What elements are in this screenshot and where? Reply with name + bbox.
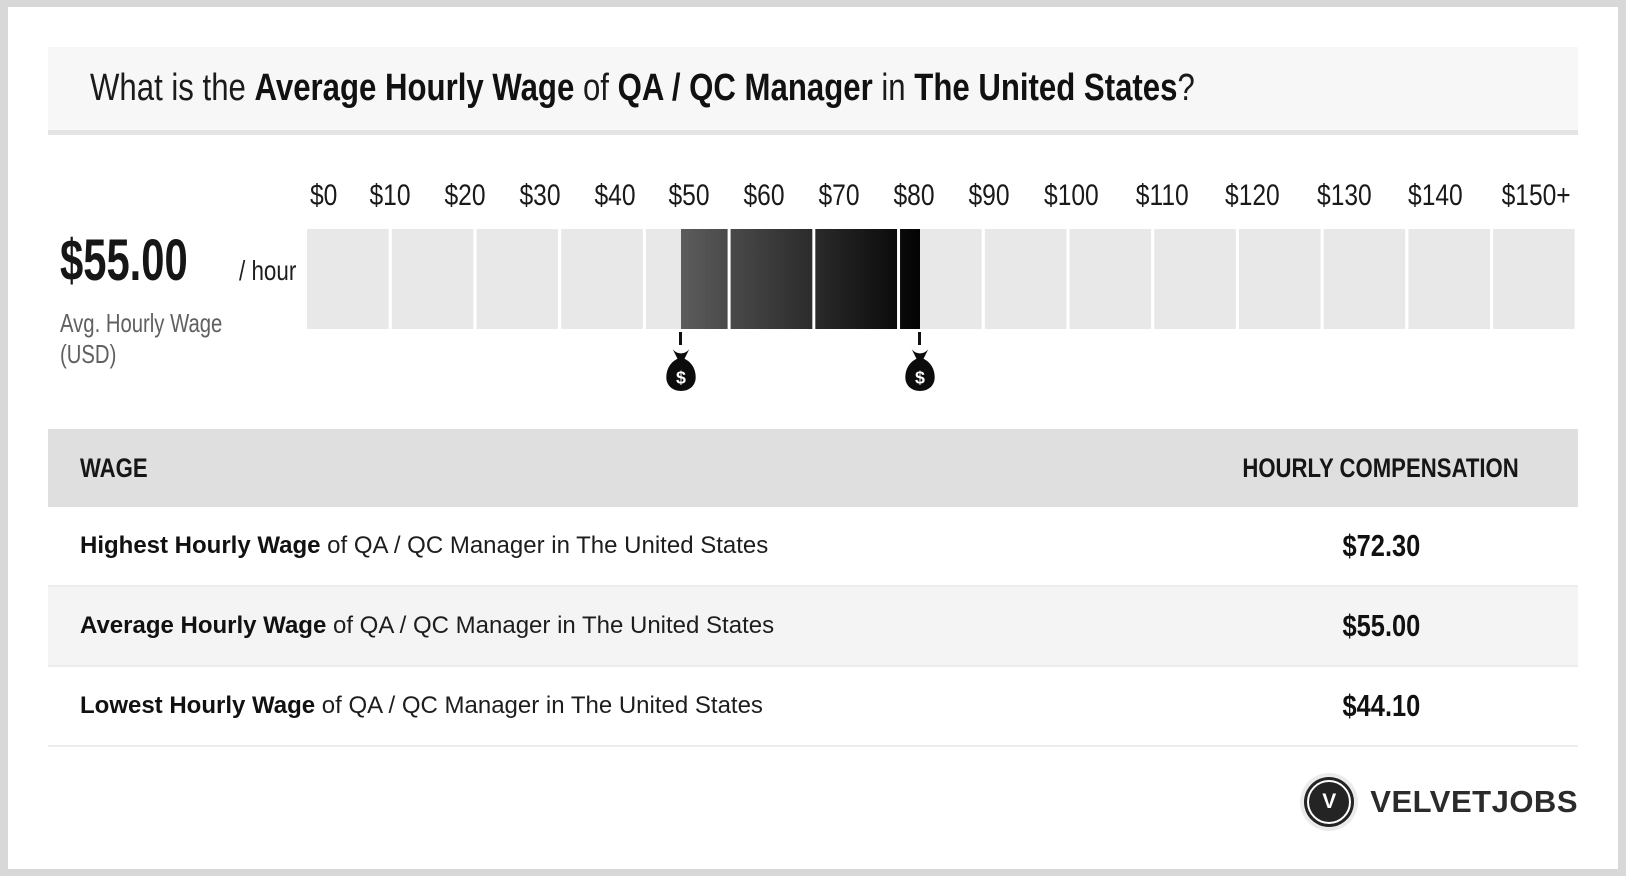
- axis-tick-label: $10: [369, 179, 411, 212]
- question-location: The United States: [914, 67, 1178, 109]
- axis-tick-label: $110: [1135, 179, 1189, 212]
- question-mid1: of: [574, 67, 618, 109]
- question-suffix: ?: [1177, 67, 1195, 109]
- row-label: Lowest Hourly Wage of QA / QC Manager in…: [80, 692, 763, 719]
- row-value-cell: $55.00: [1184, 608, 1578, 644]
- question-metric: Average Hourly Wage: [254, 67, 575, 109]
- wage-markers: $ $: [307, 329, 1578, 393]
- axis-tick-label: $90: [968, 179, 1010, 212]
- marker-tick: [679, 332, 683, 345]
- axis-tick-label: $30: [519, 179, 561, 212]
- row-label-bold: Lowest Hourly Wage: [80, 692, 316, 719]
- row-label-cell: Lowest Hourly Wage of QA / QC Manager in…: [48, 692, 1184, 720]
- axis-tick-label: $80: [893, 179, 935, 212]
- question-text: What is the Average Hourly Wage of QA / …: [90, 67, 1195, 110]
- average-wage-caption: Avg. Hourly Wage (USD): [60, 308, 223, 369]
- row-label-rest: of QA / QC Manager in The United States: [320, 532, 769, 559]
- row-label: Average Hourly Wage of QA / QC Manager i…: [80, 612, 774, 639]
- axis-tick-label: $70: [818, 179, 860, 212]
- column-header-wage: WAGE: [48, 453, 1184, 484]
- question-mid2: in: [872, 67, 915, 109]
- brand-footer: V VELVETJOBS: [48, 777, 1578, 827]
- row-label-rest: of QA / QC Manager in The United States: [315, 692, 763, 719]
- question-header: What is the Average Hourly Wage of QA / …: [48, 47, 1578, 135]
- axis-tick-label: $50: [668, 179, 710, 212]
- row-label-cell: Average Hourly Wage of QA / QC Manager i…: [48, 612, 1184, 640]
- row-value-cell: $44.10: [1184, 688, 1578, 724]
- axis-tick-row: $0 $10 $20 $30 $40 $50 $60 $70 $80 $90 $…: [307, 179, 1578, 213]
- wage-gauge-section: $55.00 / hour Avg. Hourly Wage (USD) $0 $…: [48, 179, 1578, 393]
- average-wage-line: $55.00 / hour: [60, 227, 310, 294]
- row-label-rest: of QA / QC Manager in The United States: [326, 612, 775, 639]
- column-header-compensation: HOURLY COMPENSATION: [1184, 453, 1578, 484]
- axis-tick-label: $20: [444, 179, 486, 212]
- axis-tick-label: $140: [1408, 179, 1463, 212]
- row-value: $44.10: [1342, 688, 1420, 723]
- column-header-compensation-label: HOURLY COMPENSATION: [1242, 452, 1520, 483]
- axis-tick-label: $120: [1225, 179, 1280, 212]
- axis-tick-label: $150+: [1501, 179, 1571, 212]
- row-value: $55.00: [1342, 608, 1420, 643]
- row-value-cell: $72.30: [1184, 528, 1578, 564]
- money-bag-dollar: $: [676, 368, 686, 388]
- infographic-card: What is the Average Hourly Wage of QA / …: [8, 7, 1618, 869]
- logo-monogram: V: [1322, 790, 1337, 813]
- wage-scale: $0 $10 $20 $30 $40 $50 $60 $70 $80 $90 $…: [307, 179, 1578, 393]
- table-row-lowest: Lowest Hourly Wage of QA / QC Manager in…: [48, 667, 1578, 747]
- wage-scale-bar: [307, 229, 1578, 329]
- highest-wage-marker: $: [890, 332, 950, 392]
- row-value: $72.30: [1342, 528, 1420, 563]
- axis-tick-label: $0: [310, 179, 338, 212]
- scale-cell-gaps: [307, 229, 1578, 329]
- marker-tick: [918, 332, 922, 345]
- question-job-title: QA / QC Manager: [617, 67, 873, 109]
- row-label: Highest Hourly Wage of QA / QC Manager i…: [80, 532, 768, 559]
- wage-table: WAGE HOURLY COMPENSATION Highest Hourly …: [48, 429, 1578, 747]
- row-label-bold: Highest Hourly Wage: [80, 532, 321, 559]
- table-row-average: Average Hourly Wage of QA / QC Manager i…: [48, 587, 1578, 667]
- table-row-highest: Highest Hourly Wage of QA / QC Manager i…: [48, 507, 1578, 587]
- money-bag-dollar: $: [915, 368, 925, 388]
- brand-name: VELVETJOBS: [1370, 784, 1578, 819]
- question-prefix: What is the: [90, 67, 255, 109]
- money-bag-icon: $: [666, 349, 696, 391]
- axis-tick-label: $130: [1316, 179, 1372, 212]
- average-wage-summary: $55.00 / hour Avg. Hourly Wage (USD): [60, 227, 310, 370]
- money-bag-icon: $: [904, 349, 935, 391]
- axis-tick-label: $100: [1044, 179, 1100, 212]
- row-label-bold: Average Hourly Wage: [80, 612, 327, 639]
- axis-tick-label: $40: [594, 179, 636, 212]
- lowest-wage-marker: $: [651, 332, 711, 392]
- velvetjobs-logo-icon: V: [1304, 777, 1355, 827]
- column-header-wage-label: WAGE: [80, 452, 148, 483]
- table-header-row: WAGE HOURLY COMPENSATION: [48, 429, 1578, 507]
- axis-tick-label: $60: [743, 179, 785, 212]
- average-wage-value: $55.00: [60, 228, 188, 293]
- average-wage-unit: / hour: [239, 255, 297, 286]
- row-label-cell: Highest Hourly Wage of QA / QC Manager i…: [48, 532, 1184, 560]
